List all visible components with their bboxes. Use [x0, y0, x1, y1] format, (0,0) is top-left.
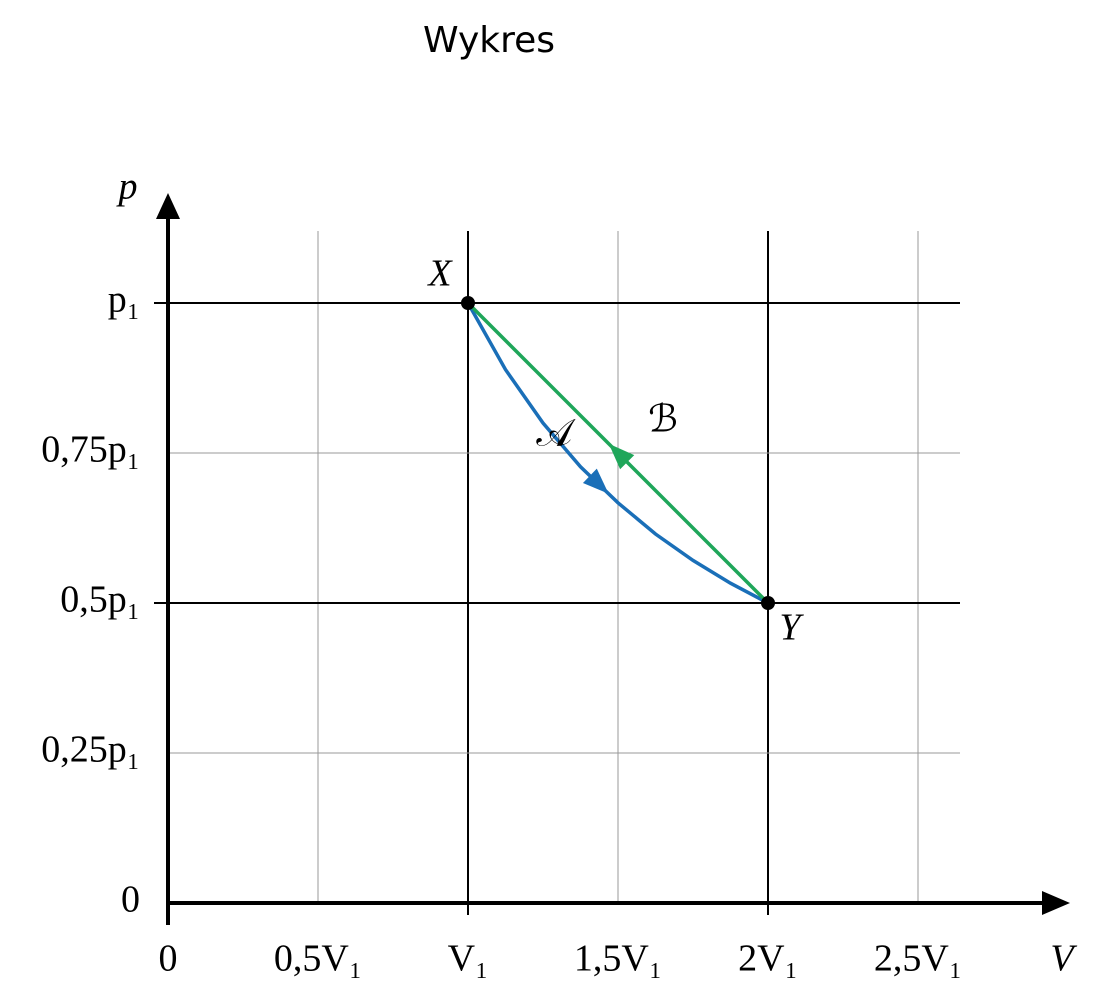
y-axis-arrow [156, 193, 180, 219]
y-tick-label: 0,75p₁ [41, 429, 140, 471]
x-axis-arrow [1042, 891, 1070, 915]
y-tick-label: p₁ [108, 279, 140, 321]
chart-title: Wykres [423, 20, 555, 61]
y-tick-label: 0 [121, 879, 140, 921]
x-tick-label: 0 [159, 938, 178, 980]
x-tick-label: 0,5V₁ [274, 938, 362, 980]
series-label: 𝒜 [536, 413, 576, 455]
series-line [466, 302, 769, 605]
point [761, 596, 775, 610]
x-axis-label: V [1050, 938, 1077, 980]
y-tick-label: 0,25p₁ [41, 729, 140, 771]
y-tick-label: 0,5p₁ [60, 579, 140, 621]
point [461, 296, 475, 310]
y-axis-label: p [116, 166, 138, 208]
series-label: ℬ [648, 399, 678, 441]
arrowhead [582, 468, 609, 494]
arrowhead [608, 443, 635, 470]
x-tick-label: 2,5V₁ [874, 938, 962, 980]
point-label: Y [779, 607, 804, 649]
x-tick-label: 1,5V₁ [574, 938, 662, 980]
x-tick-label: 2V₁ [738, 938, 798, 980]
point-label: X [426, 253, 453, 295]
x-tick-label: V₁ [448, 938, 489, 980]
